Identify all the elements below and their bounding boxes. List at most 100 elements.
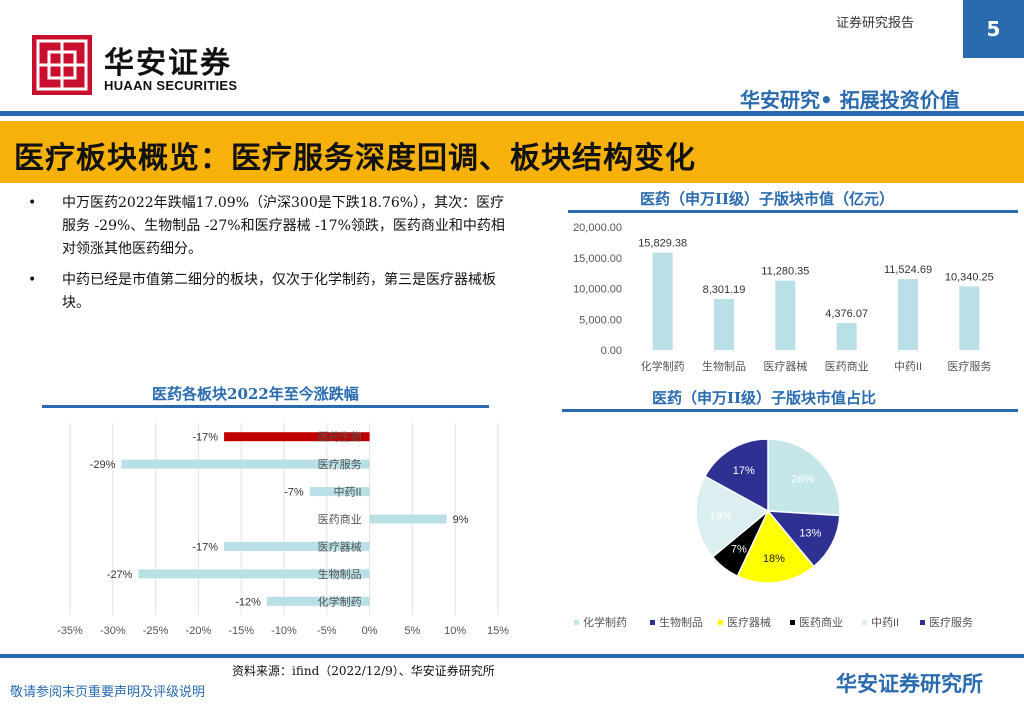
bullet-item: • 中药已经是市值第二细分的板块，仅次于化学制药，第三是医疗器械板块。: [22, 269, 512, 315]
change-title-rule: [42, 405, 489, 408]
slice-value-label: 26%: [792, 473, 814, 485]
source-note: 资料来源：ifind（2022/12/9）、华安证券研究所: [232, 664, 495, 678]
pie-slice: [767, 438, 841, 517]
slice-value-label: 7%: [731, 544, 747, 556]
market-cap-bar: [898, 279, 918, 350]
x-tick-label: -30%: [100, 625, 126, 637]
slice-value-label: 13%: [799, 528, 821, 540]
bullet-text: 中药已经是市值第二细分的板块，仅次于化学制药，第三是医疗器械板块。: [62, 272, 496, 311]
x-tick-label: -35%: [57, 625, 83, 637]
bar-value-label: 11,280.35: [761, 266, 809, 278]
pie-slice: [703, 438, 769, 513]
legend-label: 生物制品: [659, 615, 703, 629]
bar-value-label: 4,376.07: [825, 308, 868, 320]
x-tick-label: 化学制药: [641, 359, 685, 373]
change-bar: [138, 569, 370, 579]
x-tick-label: -10%: [271, 625, 297, 637]
bar-value-label: 8,301.19: [703, 284, 746, 296]
bullet-dot-icon: •: [28, 195, 37, 211]
y-tick-label: 20,000.00: [573, 222, 622, 234]
x-tick-label: -20%: [186, 625, 212, 637]
legend-swatch: [718, 620, 723, 625]
legend-swatch: [862, 620, 867, 625]
x-tick-label: -5%: [317, 625, 337, 637]
change-bar: [309, 487, 370, 497]
x-tick-label: 医疗器械: [763, 359, 807, 373]
category-label: 化学制药: [318, 594, 362, 608]
legend-swatch: [650, 620, 655, 625]
x-tick-label: 医疗服务: [947, 359, 991, 373]
logo-english: HUAAN SECURITIES: [104, 78, 238, 93]
market-cap-bar: [652, 252, 673, 350]
share-pie-chart: 26% 13% 18% 7% 19% 17% 化学制药 生物制品 医疗器械 医药商业 中药II 医疗服…: [574, 438, 973, 629]
x-tick-label: 0%: [362, 625, 378, 637]
change-hbar-chart: -35% -30% -25% -20% -15% -10% -5% 0% 5% 10% 15% 医药生…: [57, 423, 509, 637]
market-cap-bar: [959, 286, 980, 350]
category-label: 生物制品: [318, 567, 362, 581]
bullet-text: 中万医药2022年跌幅17.09%（沪深300是下跌18.76%），其次：医疗服…: [62, 195, 505, 257]
bar-value-label: -17%: [192, 432, 218, 444]
market-cap-chart-title: 医药（申万II级）子版块市值（亿元）: [640, 190, 895, 208]
legend-swatch: [790, 620, 795, 625]
logo-chinese: 华安证券: [104, 46, 232, 81]
market-cap-bar: [836, 323, 857, 350]
bar-value-label: -27%: [107, 569, 133, 581]
bar-value-label: 9%: [453, 514, 469, 526]
page-number: 5: [963, 0, 1024, 58]
page-title: 医疗板块概览：医疗服务深度回调、板块结构变化: [14, 141, 696, 176]
x-tick-label: -15%: [228, 625, 254, 637]
x-tick-label: 医药商业: [825, 359, 869, 373]
header-divider: [0, 111, 1024, 116]
bullet-item: • 中万医药2022年跌幅17.09%（沪深300是下跌18.76%），其次：医…: [22, 192, 512, 261]
pie-slice: [736, 509, 815, 584]
bar-value-label: 11,524.69: [884, 264, 932, 276]
category-label: 医药生物: [318, 430, 362, 444]
x-tick-label: 生物制品: [702, 359, 746, 373]
pie-slice: [766, 510, 841, 568]
legend-swatch: [920, 620, 925, 625]
category-label: 医药商业: [318, 512, 362, 526]
logo-mark-icon: [36, 39, 88, 91]
slice-value-label: 18%: [763, 553, 785, 565]
x-tick-label: 10%: [444, 625, 466, 637]
category-label: 医疗器械: [318, 539, 362, 553]
legend-label: 中药II: [871, 616, 899, 629]
y-tick-label: 15,000.00: [573, 253, 622, 265]
x-tick-label: 中药II: [894, 360, 922, 373]
bar-value-label: -17%: [192, 541, 218, 553]
bar-value-label: -7%: [284, 487, 304, 499]
report-type: 证券研究报告: [836, 16, 915, 31]
disclaimer-link[interactable]: 敬请参阅末页重要声明及评级说明: [10, 685, 206, 700]
x-tick-label: 5%: [404, 625, 420, 637]
market-cap-bar: [714, 298, 734, 350]
legend-swatch: [574, 620, 579, 625]
footer-brand: 华安证券研究所: [836, 672, 983, 696]
pie-slice: [695, 475, 770, 558]
change-bar: [224, 541, 370, 551]
category-label: 医疗服务: [318, 457, 362, 471]
x-tick-label: -25%: [143, 625, 169, 637]
market-cap-bar: [775, 280, 796, 350]
y-tick-label: 10,000.00: [573, 284, 622, 296]
bar-value-label: 15,829.38: [638, 238, 687, 250]
market-cap-title-rule: [568, 210, 1018, 213]
share-chart-title: 医药（申万II级）子版块市值占比: [652, 389, 877, 407]
legend-label: 医药商业: [799, 615, 843, 629]
footer-divider: [0, 654, 1024, 658]
title-band: [0, 121, 1024, 183]
market-cap-bar-chart: 0.00 5,000.00 10,000.00 15,000.00 20,000.00 1…: [573, 222, 994, 373]
slogan: 华安研究• 拓展投资价值: [740, 88, 960, 112]
bar-value-label: 10,340.25: [945, 271, 994, 283]
legend-label: 化学制药: [583, 615, 627, 629]
category-label: 中药II: [333, 486, 361, 499]
y-tick-label: 0.00: [601, 345, 622, 357]
bullet-dot-icon: •: [28, 272, 37, 288]
y-tick-label: 5,000.00: [579, 314, 622, 326]
change-bar: [369, 514, 447, 524]
bar-value-label: -12%: [235, 596, 261, 608]
change-bar: [266, 596, 370, 606]
bullet-list: • 中万医药2022年跌幅17.09%（沪深300是下跌18.76%），其次：医…: [22, 192, 512, 323]
slice-value-label: 17%: [733, 465, 755, 477]
slice-value-label: 19%: [710, 510, 732, 522]
